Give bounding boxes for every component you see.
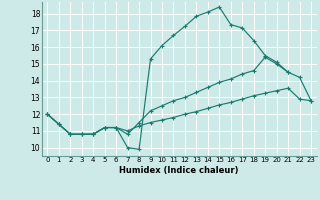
X-axis label: Humidex (Indice chaleur): Humidex (Indice chaleur) xyxy=(119,166,239,175)
